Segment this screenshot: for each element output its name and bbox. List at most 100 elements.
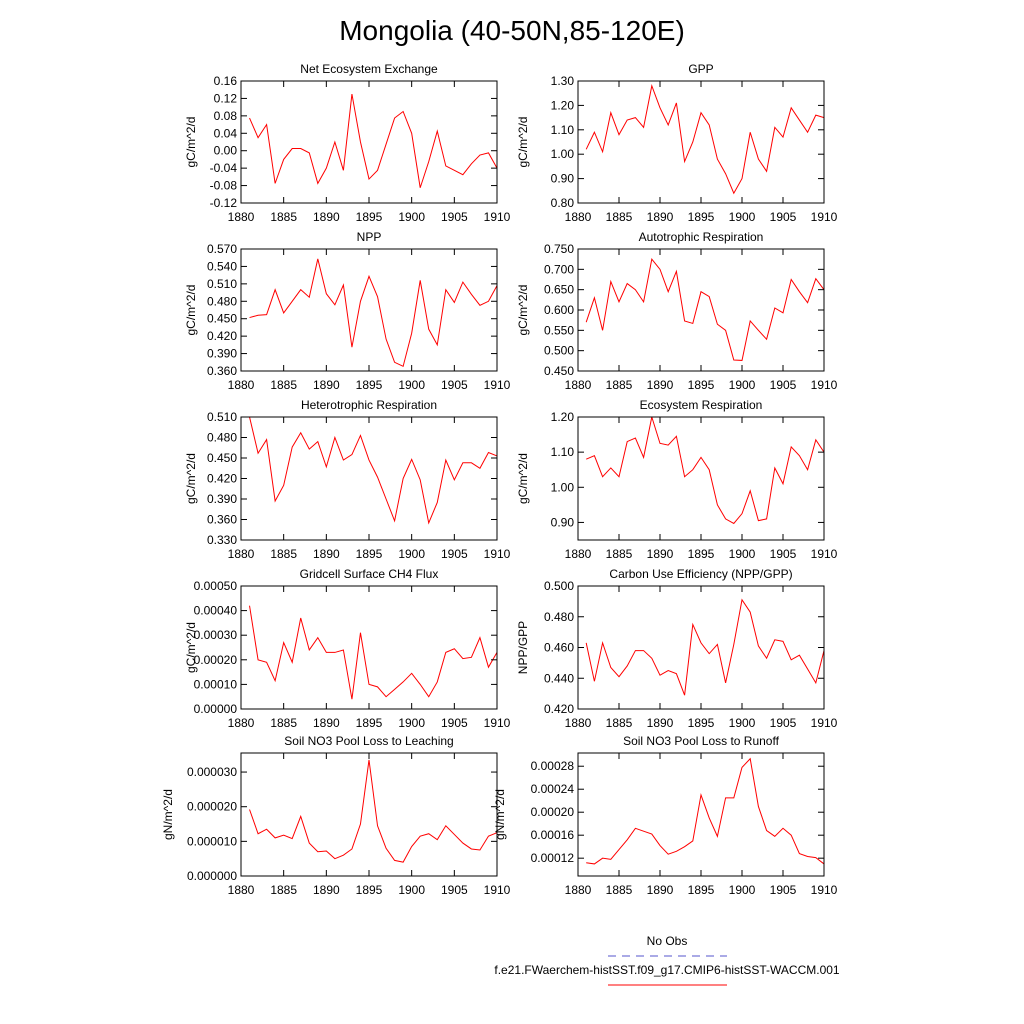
x-tick-label: 1905	[441, 210, 468, 224]
panel-title: NPP	[357, 230, 382, 244]
x-tick-label: 1880	[228, 210, 255, 224]
plot-frame	[240, 585, 498, 710]
x-tick-label: 1895	[356, 883, 383, 897]
x-tick-label: 1895	[688, 210, 715, 224]
data-line	[585, 258, 825, 361]
panel-title: Soil NO3 Pool Loss to Leaching	[284, 734, 453, 748]
x-tick-label: 1890	[647, 210, 674, 224]
y-axis-label: gC/m^2/d	[184, 453, 198, 504]
panel-title: Carbon Use Efficiency (NPP/GPP)	[609, 567, 792, 581]
x-tick-label: 1895	[688, 547, 715, 561]
data-line	[249, 416, 498, 525]
y-tick-label: 0.00040	[194, 604, 238, 618]
y-tick-label: 0.450	[207, 451, 237, 465]
x-tick-label: 1910	[484, 378, 511, 392]
x-tick-label: 1885	[606, 547, 633, 561]
y-tick-label: 0.460	[544, 641, 574, 655]
y-tick-label: 0.570	[207, 242, 237, 256]
y-tick-label: 0.04	[214, 126, 238, 140]
y-axis-label: gC/m^2/d	[184, 285, 198, 336]
y-tick-label: 0.00020	[194, 653, 238, 667]
x-tick-label: 1910	[811, 716, 838, 730]
panel-title: Ecosystem Respiration	[640, 398, 763, 412]
y-tick-label: 0.00024	[531, 782, 575, 796]
x-tick-label: 1880	[228, 547, 255, 561]
x-tick-label: 1880	[228, 716, 255, 730]
y-tick-label: 1.00	[551, 480, 575, 494]
y-tick-label: -0.08	[210, 179, 238, 193]
x-tick-label: 1895	[356, 716, 383, 730]
x-tick-label: 1885	[270, 547, 297, 561]
y-tick-label: 0.00016	[531, 828, 575, 842]
panel-title: Heterotrophic Respiration	[301, 398, 437, 412]
x-tick-label: 1905	[770, 547, 797, 561]
y-tick-label: 0.600	[544, 303, 574, 317]
x-tick-label: 1890	[647, 378, 674, 392]
y-tick-label: -0.04	[210, 161, 238, 175]
y-axis-label: gC/m^2/d	[184, 622, 198, 673]
plot-frame	[577, 752, 825, 877]
x-tick-label: 1910	[811, 378, 838, 392]
x-tick-label: 1900	[398, 883, 425, 897]
x-tick-label: 1895	[356, 547, 383, 561]
x-tick-label: 1880	[565, 547, 592, 561]
x-tick-label: 1885	[270, 378, 297, 392]
y-axis-label: gC/m^2/d	[184, 117, 198, 168]
panel-title: Autotrophic Respiration	[639, 230, 764, 244]
plot-frame	[240, 416, 498, 541]
panel-title: GPP	[688, 62, 713, 76]
figure-title: Mongolia (40-50N,85-120E)	[339, 15, 685, 46]
y-tick-label: 0.16	[214, 74, 238, 88]
x-tick-label: 1910	[484, 883, 511, 897]
data-line	[585, 84, 825, 195]
y-tick-label: 1.10	[551, 445, 575, 459]
y-tick-label: 0.00	[214, 144, 238, 158]
x-tick-label: 1885	[606, 210, 633, 224]
y-tick-label: -0.12	[210, 196, 238, 210]
y-tick-label: 1.30	[551, 74, 575, 88]
plot-frame	[240, 80, 498, 204]
x-tick-label: 1885	[606, 378, 633, 392]
x-tick-label: 1885	[270, 716, 297, 730]
y-tick-label: 0.000030	[187, 765, 237, 779]
y-tick-label: 0.540	[207, 259, 237, 273]
x-tick-label: 1905	[770, 210, 797, 224]
x-tick-label: 1905	[441, 716, 468, 730]
x-tick-label: 1905	[441, 547, 468, 561]
y-tick-label: 0.500	[544, 579, 574, 593]
data-line	[249, 605, 498, 700]
data-line	[249, 759, 498, 863]
y-tick-label: 0.390	[207, 347, 237, 361]
y-tick-label: 0.330	[207, 533, 237, 547]
x-tick-label: 1900	[398, 716, 425, 730]
x-tick-label: 1905	[441, 378, 468, 392]
x-tick-label: 1895	[356, 378, 383, 392]
plot-frame	[577, 416, 825, 541]
y-tick-label: 0.390	[207, 492, 237, 506]
x-tick-label: 1880	[228, 378, 255, 392]
y-tick-label: 0.80	[551, 196, 575, 210]
x-tick-label: 1895	[356, 210, 383, 224]
y-axis-label: gC/m^2/d	[516, 453, 530, 504]
y-tick-label: 0.550	[544, 323, 574, 337]
y-tick-label: 0.360	[207, 364, 237, 378]
y-tick-label: 0.90	[551, 172, 575, 186]
x-tick-label: 1890	[313, 210, 340, 224]
y-tick-label: 0.750	[544, 242, 574, 256]
y-axis-label: gC/m^2/d	[516, 117, 530, 168]
x-tick-label: 1885	[270, 210, 297, 224]
data-line	[249, 258, 498, 368]
x-tick-label: 1895	[688, 716, 715, 730]
y-tick-label: 0.420	[544, 702, 574, 716]
y-tick-label: 0.000010	[187, 834, 237, 848]
x-tick-label: 1890	[313, 378, 340, 392]
y-tick-label: 0.90	[551, 515, 575, 529]
x-tick-label: 1890	[313, 883, 340, 897]
x-tick-label: 1880	[565, 378, 592, 392]
y-tick-label: 0.00028	[531, 759, 575, 773]
y-tick-label: 0.00012	[531, 851, 575, 865]
x-tick-label: 1905	[770, 378, 797, 392]
data-line	[585, 598, 825, 696]
legend-label: f.e21.FWaerchem-histSST.f09_g17.CMIP6-hi…	[494, 963, 840, 977]
y-axis-label: gC/m^2/d	[516, 285, 530, 336]
